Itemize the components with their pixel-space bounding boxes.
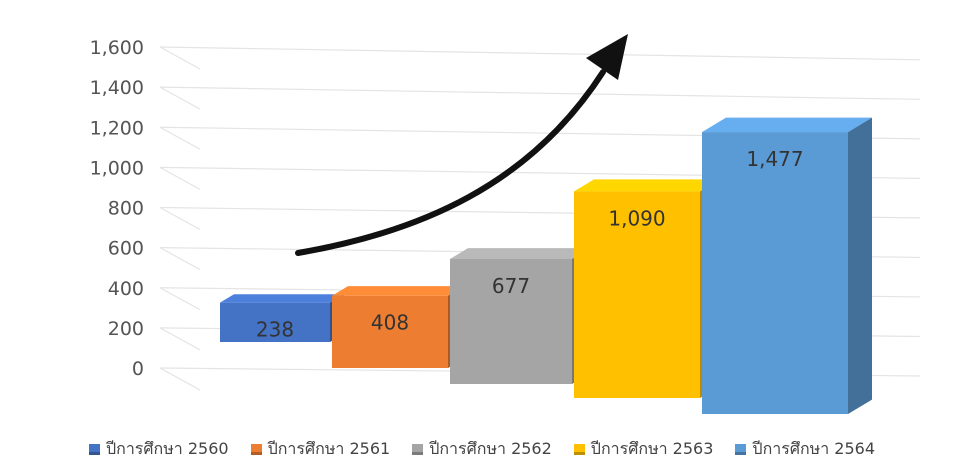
data-label: 1,090 <box>608 206 665 230</box>
y-tick-label: 1,600 <box>90 37 144 59</box>
bar-top <box>702 117 872 133</box>
legend-swatch <box>250 443 262 455</box>
bar-front <box>450 258 572 384</box>
legend-swatch <box>88 443 100 455</box>
bar-top <box>574 179 720 192</box>
gridline-side <box>159 206 201 231</box>
bar <box>450 248 590 384</box>
gridline-side <box>159 46 201 70</box>
data-label: 677 <box>492 274 530 298</box>
legend-item: ปีการศึกษา 2562 <box>412 437 552 462</box>
legend-swatch <box>412 443 424 455</box>
trend-arrow <box>295 34 628 256</box>
legend-label: ปีการศึกษา 2562 <box>429 438 552 458</box>
bars <box>220 117 872 414</box>
y-tick-label: 600 <box>108 238 144 260</box>
gridline-side <box>159 126 201 150</box>
y-axis: 0 200 400 600 800 1,000 1,200 1,400 1,600 <box>90 37 144 380</box>
data-label: 238 <box>256 318 294 342</box>
y-tick-label: 1,400 <box>90 77 144 99</box>
legend: ปีการศึกษา 2560 ปีการศึกษา 2561 ปีการศึกษา… <box>0 437 964 461</box>
legend-swatch <box>735 443 747 455</box>
trend-arrow-line <box>295 69 606 256</box>
gridline-side <box>159 327 201 351</box>
legend-item: ปีการศึกษา 2561 <box>250 437 391 462</box>
gridline-side <box>159 367 201 391</box>
bar <box>702 117 872 414</box>
bar-front <box>220 302 330 342</box>
y-tick-label: 1,000 <box>90 157 144 179</box>
legend-label: ปีการศึกษา 2560 <box>105 438 229 458</box>
legend-label: ปีการศึกษา 2563 <box>590 438 714 458</box>
data-labels: 238 408 677 1,090 1,477 <box>256 147 804 342</box>
bar-top <box>220 294 344 303</box>
bar-front <box>574 191 700 398</box>
bar <box>574 179 720 398</box>
gridline-side <box>159 86 201 110</box>
legend-item: ปีการศึกษา 2563 <box>573 437 714 462</box>
y-tick-label: 200 <box>108 318 144 340</box>
bar-front <box>332 295 448 368</box>
legend-item: ปีการศึกษา 2564 <box>735 437 875 462</box>
gridline-side <box>159 247 201 271</box>
y-tick-label: 400 <box>108 278 144 300</box>
y-tick-label: 1,200 <box>90 117 144 139</box>
gridline <box>159 46 921 61</box>
y-tick-label: 0 <box>132 358 144 380</box>
trend-arrow-head <box>586 34 628 80</box>
data-label: 408 <box>371 311 409 335</box>
data-label: 1,477 <box>746 147 803 171</box>
legend-item: ปีการศึกษา 2560 <box>88 437 229 462</box>
legend-label: ปีการศึกษา 2564 <box>752 438 876 458</box>
y-tick-label: 800 <box>108 198 144 220</box>
legend-label: ปีการศึกษา 2561 <box>267 438 391 458</box>
gridline <box>159 86 921 100</box>
gridline-side <box>159 287 201 311</box>
legend-swatch <box>573 443 585 455</box>
gridline-side <box>159 166 201 190</box>
bar-side <box>848 117 872 414</box>
bar-top <box>450 248 590 259</box>
bar-top <box>332 286 464 296</box>
bar-front <box>702 132 848 414</box>
